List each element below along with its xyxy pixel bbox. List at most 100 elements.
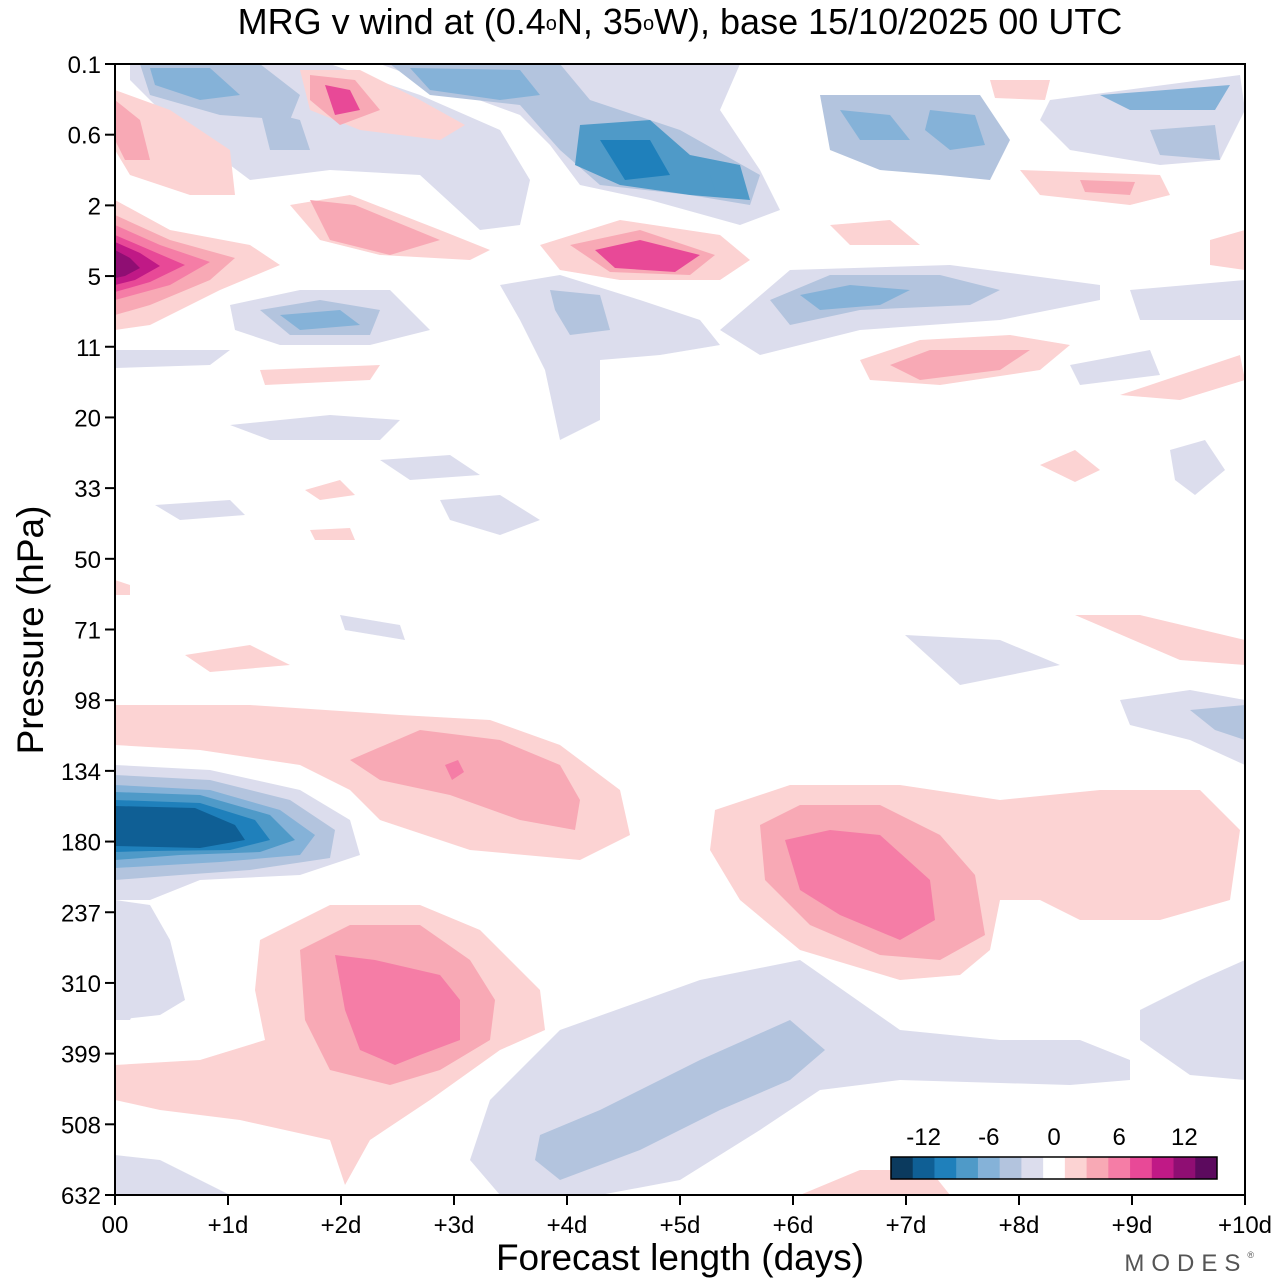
- neg-region: [1150, 125, 1220, 160]
- pos-region: [335, 955, 460, 1065]
- y-tick-label: 237: [61, 900, 101, 927]
- y-tick-label: 508: [61, 1112, 101, 1139]
- x-tick-label: +1d: [208, 1212, 249, 1239]
- pos-region: [445, 760, 464, 780]
- neg-region: [115, 900, 185, 1020]
- y-tick-label: 632: [61, 1183, 101, 1210]
- colorbar-frame: [890, 1156, 1218, 1180]
- x-tick-label: +2d: [321, 1212, 362, 1239]
- x-tick-label: +8d: [999, 1212, 1040, 1239]
- neg-region: [925, 110, 985, 150]
- colorbar-swatch: [912, 1157, 935, 1179]
- neg-region: [155, 500, 245, 520]
- neg-region: [1100, 85, 1230, 110]
- neg-region: [710, 175, 745, 195]
- y-tick-label: 180: [61, 830, 101, 857]
- colorbar-swatch: [1064, 1157, 1088, 1179]
- x-tick-label: +7d: [886, 1212, 927, 1239]
- pos-region: [785, 830, 935, 940]
- colorbar-swatch: [934, 1157, 957, 1179]
- pos-region: [350, 730, 580, 830]
- y-tick-label: 33: [74, 476, 101, 503]
- neg-region: [1070, 350, 1160, 385]
- neg-region: [840, 110, 910, 140]
- pos-region: [260, 365, 380, 385]
- y-tick-label: 98: [74, 688, 101, 715]
- contour-field: [115, 64, 1245, 1195]
- neg-region: [535, 1020, 825, 1180]
- x-tick-label: +5d: [660, 1212, 701, 1239]
- pos-region: [830, 220, 920, 245]
- pos-region: [1210, 230, 1245, 270]
- y-tick-label: 2: [88, 193, 101, 220]
- y-tick-label: 71: [74, 618, 101, 645]
- y-tick-label: 50: [74, 547, 101, 574]
- colorbar-swatch: [1173, 1157, 1196, 1179]
- pos-region: [310, 200, 440, 255]
- y-tick-label: 310: [61, 971, 101, 998]
- neg-region: [115, 1155, 230, 1195]
- colorbar-swatch: [1195, 1157, 1218, 1179]
- neg-region: [500, 275, 720, 440]
- colorbar-swatch: [1086, 1157, 1109, 1179]
- colorbar-tick-label: -12: [906, 1124, 941, 1151]
- colorbar-swatch: [1043, 1157, 1066, 1179]
- pos-region: [305, 480, 355, 500]
- pos-region: [1075, 615, 1245, 665]
- x-tick-label: +3d: [434, 1212, 475, 1239]
- pos-region: [310, 528, 355, 540]
- colorbar-tick-label: 12: [1171, 1124, 1198, 1151]
- y-tick-label: 0.6: [68, 123, 101, 150]
- pos-region: [115, 100, 150, 160]
- neg-region: [600, 140, 670, 180]
- neg-region: [410, 68, 540, 100]
- y-tick-label: 20: [74, 405, 101, 432]
- pos-region: [115, 580, 130, 595]
- neg-region: [440, 495, 540, 535]
- colorbar-legend: -12 -6 0 6 12: [890, 1124, 1218, 1180]
- neg-region: [380, 455, 480, 480]
- colorbar-swatch: [999, 1157, 1022, 1179]
- neg-region: [280, 310, 360, 330]
- pos-region: [990, 80, 1050, 100]
- neg-region: [115, 350, 230, 368]
- x-tick-label: +4d: [547, 1212, 588, 1239]
- neg-region: [1170, 440, 1225, 495]
- neg-region: [150, 68, 240, 100]
- neg-region: [1130, 280, 1245, 320]
- colorbar-swatch: [977, 1157, 1001, 1179]
- chart-title: MRG v wind at (0.4oN, 35oW), base 15/10/…: [237, 1, 1123, 42]
- y-axis: 0.1 0.6 2 5 11 20 33 50 71 98 134 180 237 310 399 508 63…: [61, 52, 115, 1210]
- pos-region: [1040, 450, 1100, 482]
- x-tick-label: +6d: [773, 1212, 814, 1239]
- colorbar-swatch: [891, 1157, 914, 1179]
- colorbar-tick-label: -6: [978, 1124, 999, 1151]
- pos-region: [325, 85, 360, 115]
- pos-region: [115, 90, 235, 195]
- neg-region: [905, 635, 1060, 685]
- y-tick-label: 0.1: [68, 52, 101, 79]
- x-axis: 00 +1d +2d +3d +4d +5d +6d +7d +8d +9d +10d: [102, 1195, 1272, 1239]
- neg-region: [800, 285, 910, 310]
- x-axis-label: Forecast length (days): [495, 1237, 865, 1278]
- y-tick-label: 134: [61, 759, 101, 786]
- colorbar-swatch: [1130, 1157, 1153, 1179]
- x-tick-label: 00: [102, 1212, 129, 1239]
- pos-region: [1080, 180, 1135, 195]
- x-tick-label: +10d: [1218, 1212, 1272, 1239]
- colorbar-tick-label: 0: [1047, 1124, 1060, 1151]
- pos-region: [185, 645, 290, 672]
- pos-region: [890, 350, 1030, 380]
- pos-region: [595, 240, 700, 272]
- colorbar-swatch: [1151, 1157, 1175, 1179]
- colorbar-swatch: [1108, 1157, 1131, 1179]
- colorbar-tick-label: 6: [1113, 1124, 1126, 1151]
- modes-logo: MODES®: [1124, 1250, 1254, 1277]
- y-axis-label: Pressure (hPa): [10, 505, 51, 755]
- y-tick-label: 399: [61, 1042, 101, 1069]
- colorbar-swatch: [956, 1157, 979, 1179]
- neg-region: [340, 615, 405, 640]
- colorbar-swatch: [1021, 1157, 1044, 1179]
- y-tick-label: 11: [76, 335, 101, 362]
